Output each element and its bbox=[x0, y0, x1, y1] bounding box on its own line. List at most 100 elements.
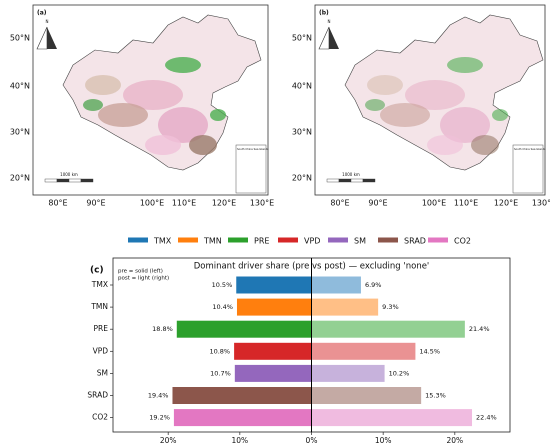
x-tick-label: 20% bbox=[160, 436, 177, 445]
north-label: N bbox=[46, 19, 49, 24]
legend-label: PRE bbox=[254, 237, 269, 246]
map-region bbox=[83, 99, 103, 111]
map-region bbox=[165, 57, 201, 73]
panel-label: (b) bbox=[319, 10, 329, 17]
map-region bbox=[427, 135, 463, 155]
map-region bbox=[158, 107, 208, 143]
value-label: 22.4% bbox=[476, 414, 497, 422]
value-label: 21.4% bbox=[469, 325, 490, 333]
value-label: 10.5% bbox=[212, 281, 233, 289]
lat-label: 40°N bbox=[10, 82, 30, 91]
map-region bbox=[145, 135, 181, 155]
y-tick-label: PRE bbox=[94, 324, 109, 333]
scale-bar bbox=[80, 178, 94, 183]
scale-bar bbox=[362, 178, 376, 183]
bar bbox=[176, 320, 312, 338]
bar bbox=[234, 364, 312, 382]
bar bbox=[236, 276, 312, 294]
map-region bbox=[380, 103, 430, 127]
note: post = light (right) bbox=[118, 276, 169, 282]
lat-label: 50°N bbox=[292, 34, 312, 43]
bar bbox=[311, 387, 422, 404]
x-tick-label: 0% bbox=[306, 436, 318, 445]
lon-label: 80°E bbox=[48, 199, 67, 208]
map-region bbox=[98, 103, 148, 127]
lon-label: 80°E bbox=[330, 199, 349, 208]
lat-label: 50°N bbox=[10, 34, 30, 43]
y-tick-label: SRAD bbox=[87, 391, 108, 400]
value-label: 19.2% bbox=[149, 414, 170, 422]
lon-label: 90°E bbox=[86, 199, 105, 208]
value-label: 19.4% bbox=[148, 392, 169, 400]
y-tick-label: TMN bbox=[90, 302, 108, 311]
value-label: 10.8% bbox=[209, 347, 230, 355]
north-label: N bbox=[328, 19, 331, 24]
scale-label: 1000 km bbox=[60, 172, 78, 177]
inset-label: South China Sea Islands bbox=[514, 147, 546, 151]
bar bbox=[311, 276, 361, 294]
map: South China Sea Islands (a) N 1000 km bbox=[32, 4, 269, 196]
legend-label: TMX bbox=[153, 237, 172, 246]
map-region bbox=[85, 75, 121, 95]
panel-label: (c) bbox=[90, 266, 104, 276]
value-label: 10.2% bbox=[389, 369, 410, 377]
bar bbox=[311, 364, 385, 382]
y-tick-label: TMX bbox=[91, 280, 108, 289]
scale-label: 1000 km bbox=[342, 172, 360, 177]
lon-label: 110°E bbox=[454, 199, 478, 208]
scale-bar bbox=[338, 178, 352, 183]
value-label: 15.3% bbox=[425, 392, 446, 400]
note: pre = solid (left) bbox=[118, 269, 163, 275]
inset-label: South China Sea Islands bbox=[237, 147, 269, 151]
lat-label: 30°N bbox=[292, 128, 312, 137]
map-region bbox=[367, 75, 403, 95]
bar bbox=[236, 298, 312, 316]
value-label: 10.4% bbox=[212, 303, 233, 311]
lat-label: 30°N bbox=[10, 128, 30, 137]
value-label: 18.8% bbox=[152, 325, 173, 333]
legend-label: SRAD bbox=[404, 237, 426, 246]
north-arrow bbox=[47, 27, 57, 49]
lon-label: 110°E bbox=[172, 199, 196, 208]
value-label: 9.3% bbox=[382, 303, 399, 311]
map-region bbox=[123, 80, 183, 110]
map-region bbox=[189, 135, 217, 155]
lon-label: 130°E bbox=[250, 199, 274, 208]
north-arrow bbox=[329, 27, 339, 49]
map-region bbox=[447, 57, 483, 73]
lat-label: 20°N bbox=[292, 174, 312, 183]
y-tick-label: SM bbox=[97, 368, 108, 377]
lon-label: 120°E bbox=[212, 199, 236, 208]
bar bbox=[311, 320, 465, 338]
bar bbox=[311, 409, 473, 427]
bar bbox=[172, 387, 312, 404]
x-tick-label: 20% bbox=[446, 436, 463, 445]
inset-frame bbox=[235, 144, 267, 194]
value-label: 10.7% bbox=[210, 369, 231, 377]
value-label: 6.9% bbox=[365, 281, 382, 289]
inset-frame bbox=[512, 144, 544, 194]
x-tick-label: 10% bbox=[232, 436, 249, 445]
lon-label: 100°E bbox=[140, 199, 164, 208]
bar bbox=[311, 342, 416, 360]
map-region bbox=[440, 107, 490, 143]
bar bbox=[234, 342, 312, 360]
legend-label: TMN bbox=[203, 237, 222, 246]
x-tick-label: 10% bbox=[375, 436, 392, 445]
scale-bar bbox=[56, 178, 70, 183]
map-region bbox=[492, 109, 508, 121]
map-region bbox=[405, 80, 465, 110]
y-tick-label: CO2 bbox=[92, 413, 108, 422]
bar bbox=[311, 298, 379, 316]
map-region bbox=[365, 99, 385, 111]
map-region bbox=[210, 109, 226, 121]
lat-label: 40°N bbox=[292, 82, 312, 91]
value-label: 14.5% bbox=[419, 347, 440, 355]
lon-label: 90°E bbox=[368, 199, 387, 208]
lon-label: 100°E bbox=[422, 199, 446, 208]
y-tick-label: VPD bbox=[93, 346, 109, 355]
map-region bbox=[471, 135, 499, 155]
lon-label: 120°E bbox=[494, 199, 518, 208]
panel-label: (a) bbox=[37, 10, 47, 17]
